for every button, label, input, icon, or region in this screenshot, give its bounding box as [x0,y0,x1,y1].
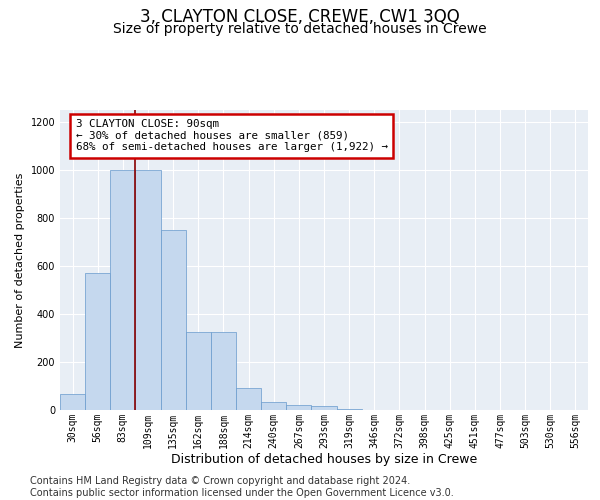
Y-axis label: Number of detached properties: Number of detached properties [15,172,25,348]
Text: 3, CLAYTON CLOSE, CREWE, CW1 3QQ: 3, CLAYTON CLOSE, CREWE, CW1 3QQ [140,8,460,26]
Bar [161,230,186,410]
Bar [136,170,161,410]
Text: Contains HM Land Registry data © Crown copyright and database right 2024.
Contai: Contains HM Land Registry data © Crown c… [30,476,454,498]
Bar [236,388,261,410]
Text: 3 CLAYTON CLOSE: 90sqm
← 30% of detached houses are smaller (859)
68% of semi-de: 3 CLAYTON CLOSE: 90sqm ← 30% of detached… [76,119,388,152]
Bar [337,409,362,410]
Bar [110,170,136,410]
Bar [60,394,85,410]
Bar [186,332,211,410]
Bar [286,405,311,410]
Text: Distribution of detached houses by size in Crewe: Distribution of detached houses by size … [171,452,477,466]
Bar [211,332,236,410]
Text: Size of property relative to detached houses in Crewe: Size of property relative to detached ho… [113,22,487,36]
Bar [85,273,110,410]
Bar [311,406,337,410]
Bar [261,402,286,410]
